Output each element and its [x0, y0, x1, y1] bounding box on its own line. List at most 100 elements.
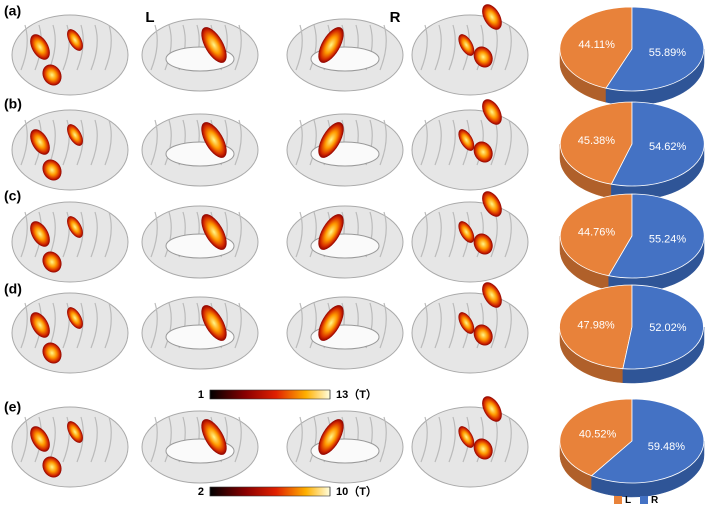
activation	[30, 426, 50, 452]
sulcus	[62, 302, 70, 349]
hemisphere-label: L	[145, 9, 154, 26]
brain	[286, 410, 404, 484]
sulcus	[420, 119, 428, 166]
brain	[11, 292, 129, 374]
pie-slice	[559, 398, 633, 477]
sulcus	[295, 302, 303, 349]
sulcus	[104, 416, 112, 463]
brain	[11, 406, 129, 488]
brain	[286, 296, 404, 370]
pie-slice	[610, 101, 705, 187]
sulcus	[62, 416, 70, 463]
pie-slice	[605, 6, 705, 92]
sulcus	[448, 119, 456, 166]
sulcus	[434, 416, 442, 463]
pie-label: 59.48%	[648, 441, 686, 453]
sulcus	[504, 119, 512, 166]
activation	[67, 29, 83, 51]
pie-label: 45.38%	[578, 135, 616, 147]
colorbar-label: 2	[198, 486, 204, 498]
activation	[67, 216, 83, 238]
sulcus	[379, 416, 387, 463]
legend-swatch	[640, 496, 648, 504]
sulcus	[379, 24, 387, 71]
legend-label: R	[651, 495, 659, 506]
sulcus	[164, 211, 172, 258]
colorbar-label: 1	[198, 389, 204, 401]
panel-label: (a)	[4, 3, 21, 19]
brain-surface	[11, 201, 129, 283]
sulcus	[20, 119, 28, 166]
sulcus	[90, 302, 98, 349]
pie-slice	[559, 101, 633, 185]
sulcus	[76, 211, 84, 258]
colorbar	[209, 486, 331, 497]
sulcus	[90, 24, 98, 71]
activation	[201, 305, 227, 341]
sulcus	[76, 24, 84, 71]
legend-swatch	[614, 496, 622, 504]
sulcus	[504, 211, 512, 258]
sulcus	[20, 211, 28, 258]
sulcus	[76, 416, 84, 463]
sulcus	[150, 211, 158, 258]
activation	[318, 122, 344, 158]
sulcus	[448, 24, 456, 71]
activation	[42, 342, 62, 364]
activation	[473, 46, 493, 68]
sulcus	[420, 302, 428, 349]
activation	[67, 124, 83, 146]
pie-label: 40.52%	[579, 429, 617, 441]
sulcus	[295, 24, 303, 71]
brain-surface	[11, 109, 129, 191]
activation	[482, 282, 502, 308]
sulcus	[448, 416, 456, 463]
sulcus	[504, 24, 512, 71]
brain	[411, 282, 529, 374]
legend-label: L	[625, 495, 631, 506]
sulcus	[309, 211, 317, 258]
sulcus	[90, 416, 98, 463]
sulcus	[20, 24, 28, 71]
activation	[458, 34, 475, 56]
pie-label: 44.11%	[578, 39, 615, 51]
sulcus	[20, 302, 28, 349]
sulcus	[295, 119, 303, 166]
pie-label: 55.24%	[649, 233, 687, 245]
sulcus	[104, 24, 112, 71]
sulcus	[234, 302, 242, 349]
pie-slice	[590, 398, 705, 484]
sulcus	[434, 24, 442, 71]
activation	[201, 122, 227, 158]
sulcus	[62, 24, 70, 71]
sulcus	[476, 119, 484, 166]
panel-label: (c)	[4, 188, 21, 204]
sulcus	[150, 416, 158, 463]
activation	[473, 324, 493, 346]
sulcus	[90, 211, 98, 258]
brain	[286, 113, 404, 187]
brain	[141, 410, 259, 484]
pie-slice	[559, 284, 633, 370]
sulcus	[234, 211, 242, 258]
sulcus	[379, 119, 387, 166]
brain	[411, 191, 529, 283]
brain	[141, 113, 259, 187]
activation	[318, 305, 344, 341]
activation	[458, 312, 475, 334]
pie-slice	[559, 193, 633, 277]
hemisphere-label: R	[390, 9, 401, 26]
sulcus	[104, 119, 112, 166]
activation	[458, 221, 475, 243]
sulcus	[434, 119, 442, 166]
sulcus	[434, 302, 442, 349]
colorbar-label: 10（T）	[336, 485, 377, 498]
sulcus	[420, 24, 428, 71]
sulcus	[104, 302, 112, 349]
brain	[141, 18, 259, 92]
pie-label: 54.62%	[649, 141, 687, 153]
sulcus	[295, 416, 303, 463]
sulcus	[504, 302, 512, 349]
colorbar	[209, 389, 331, 400]
activation	[67, 421, 83, 443]
